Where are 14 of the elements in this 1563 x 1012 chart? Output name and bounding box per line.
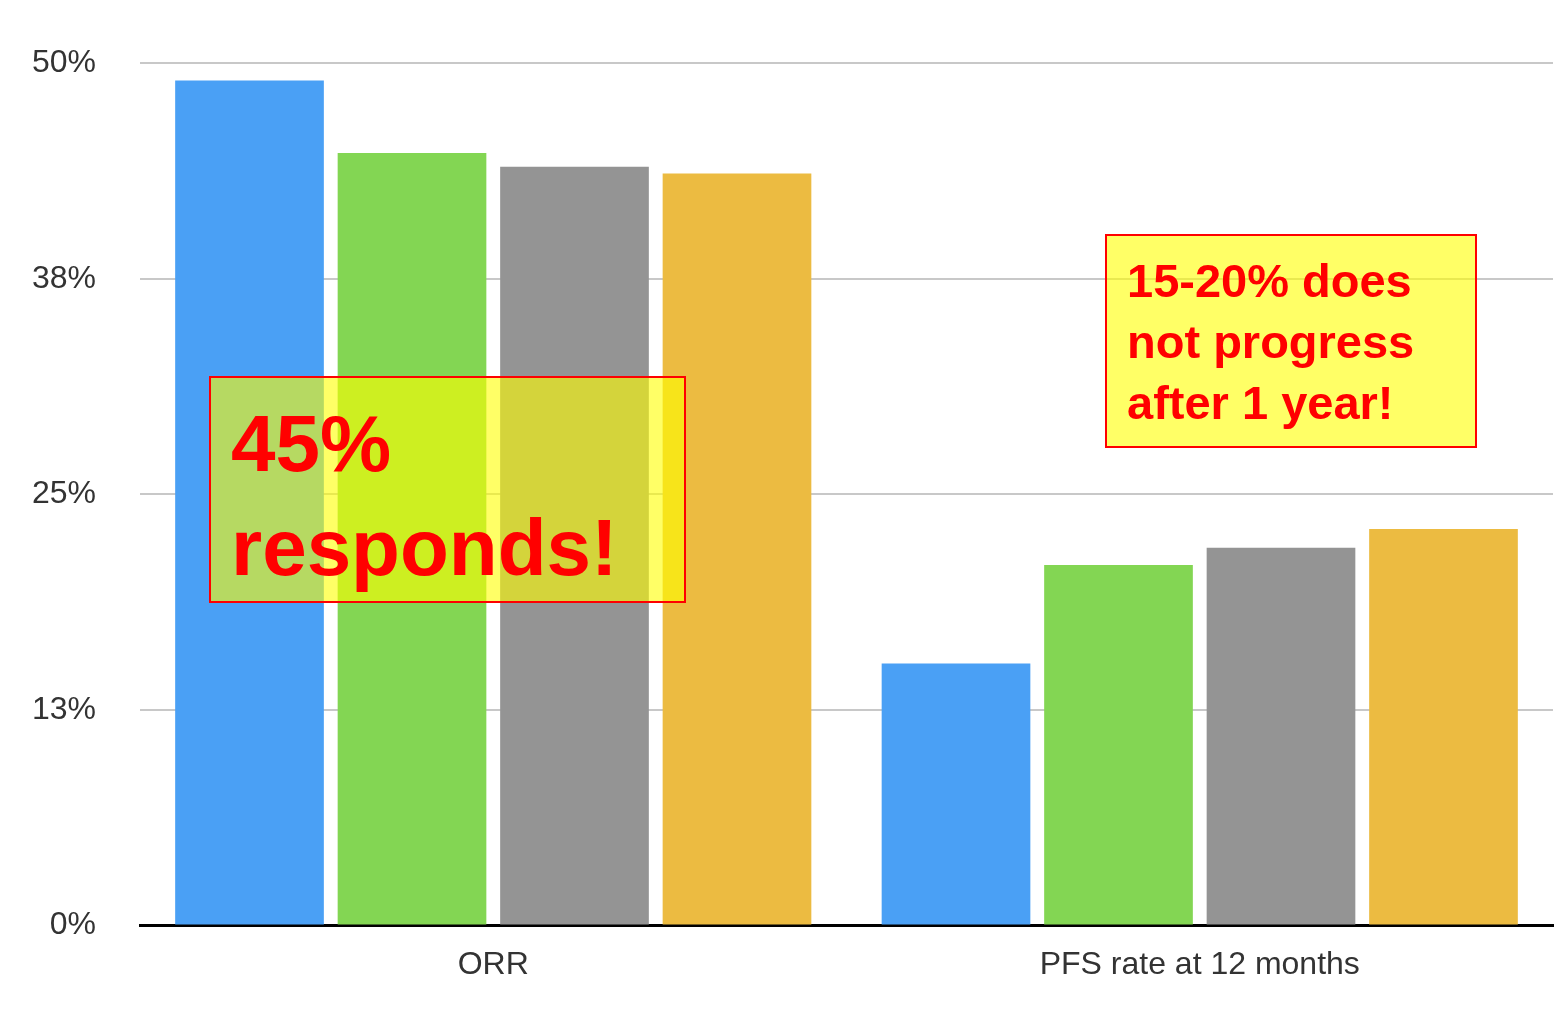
bar xyxy=(881,663,1031,925)
y-tick-label: 13% xyxy=(31,689,96,726)
y-tick-label: 50% xyxy=(31,43,96,80)
bar xyxy=(1044,565,1193,925)
x-tick-label: PFS rate at 12 months xyxy=(1039,944,1360,981)
y-tick-label: 38% xyxy=(31,258,96,295)
bar xyxy=(1369,528,1518,925)
annotation: 45% responds! xyxy=(209,376,686,603)
y-tick-label: 25% xyxy=(31,474,96,511)
bar xyxy=(662,173,812,925)
y-tick-label: 0% xyxy=(49,905,96,942)
bar xyxy=(1206,547,1356,925)
x-tick-label: ORR xyxy=(457,944,529,981)
annotation: 15-20% does not progress after 1 year! xyxy=(1105,234,1477,448)
